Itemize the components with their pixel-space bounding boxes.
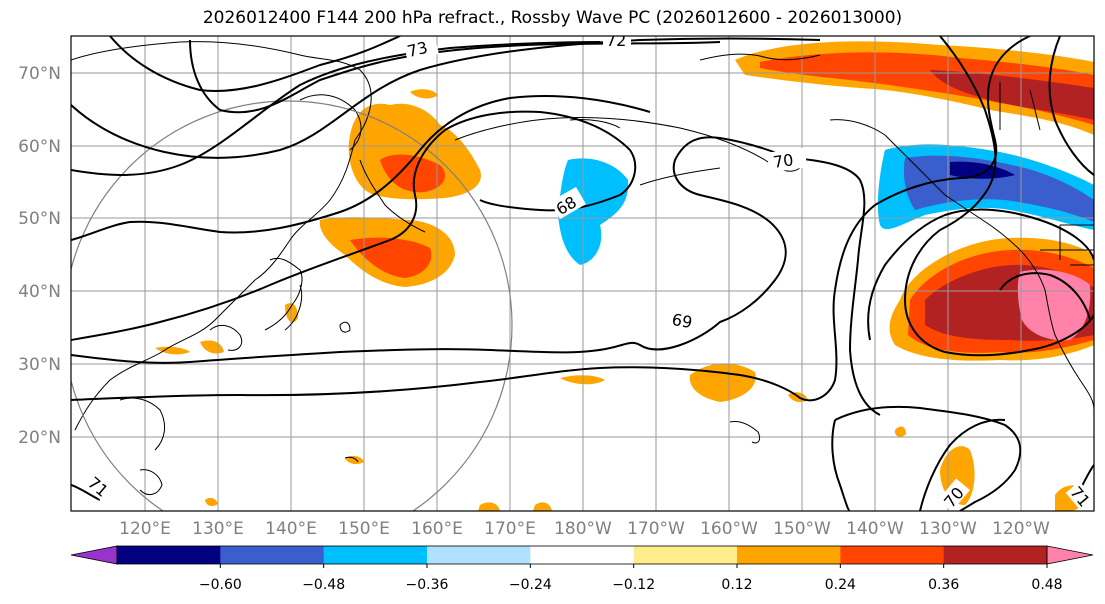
longitude-label: 170°E [484, 519, 536, 539]
longitude-label: 120°W [992, 519, 1050, 539]
contour-label: 72 [606, 31, 626, 50]
latitude-label: 40°N [18, 282, 61, 302]
colorbar-segment [840, 546, 945, 564]
latitude-label: 70°N [18, 64, 61, 84]
coastlines [71, 41, 1094, 496]
longitude-label: 180°W [554, 519, 612, 539]
colorbar-segment [220, 546, 325, 564]
colorbar-tick-label: 0.24 [825, 577, 856, 593]
longitude-label: 160°W [700, 519, 758, 539]
colorbar-tick-label: −0.48 [302, 577, 345, 593]
colorbar-tick-label: −0.12 [612, 577, 655, 593]
longitude-label: 150°W [773, 519, 831, 539]
colorbar [70, 545, 1094, 565]
longitude-label: 170°W [627, 519, 685, 539]
contour-label: 70 [772, 150, 795, 172]
longitude-label: 140°E [265, 519, 317, 539]
longitude-label: 140°W [846, 519, 904, 539]
latitude-labels: 70°N 60°N 50°N 40°N 30°N 20°N [18, 64, 61, 448]
colorbar-segment [943, 546, 1048, 564]
longitude-label: 130°E [192, 519, 244, 539]
longitude-label: 130°W [919, 519, 977, 539]
colorbar-segment [530, 546, 635, 564]
reference-great-circle [71, 100, 513, 511]
colorbar-tick-label: −0.24 [509, 577, 552, 593]
latitude-label: 30°N [18, 355, 61, 375]
colorbar-tick-labels: −0.60 −0.48 −0.36 −0.24 −0.12 0.12 0.24 0.36 0.4… [199, 564, 1063, 593]
colorbar-tick-label: 0.36 [928, 577, 959, 593]
colorbar-segment [737, 546, 841, 564]
colorbar-extend-high [1046, 545, 1094, 565]
map-frame [70, 35, 1095, 512]
map-title: 2026012400 F144 200 hPa refract., Rossby… [202, 8, 903, 28]
contour-label: 73 [405, 38, 429, 61]
colorbar-tick-label: −0.36 [406, 577, 449, 593]
contour-label: 69 [670, 310, 693, 332]
longitude-label: 160°E [411, 519, 463, 539]
colorbar-segment [633, 546, 738, 564]
latitude-label: 50°N [18, 209, 61, 229]
colorbar-segment [427, 546, 531, 564]
latitude-label: 60°N [18, 137, 61, 157]
height-contours [71, 36, 1094, 511]
longitude-label: 150°E [338, 519, 390, 539]
longitude-labels: 120°E 130°E 140°E 150°E 160°E 170°E 180°W 170°W… [119, 519, 1050, 539]
latitude-label: 20°N [18, 428, 61, 448]
colorbar-segment [323, 546, 428, 564]
colorbar-frame [116, 545, 1048, 565]
colorbar-tick-label: 0.48 [1031, 577, 1062, 593]
colorbar-tick-label: 0.12 [721, 577, 752, 593]
graticule-grid [71, 36, 1094, 511]
colorbar-tick-label: −0.60 [199, 577, 242, 593]
colorbar-segment [117, 546, 221, 564]
longitude-label: 120°E [119, 519, 171, 539]
colorbar-extend-low [70, 545, 118, 565]
shaded-anomaly-regions [155, 41, 1094, 511]
